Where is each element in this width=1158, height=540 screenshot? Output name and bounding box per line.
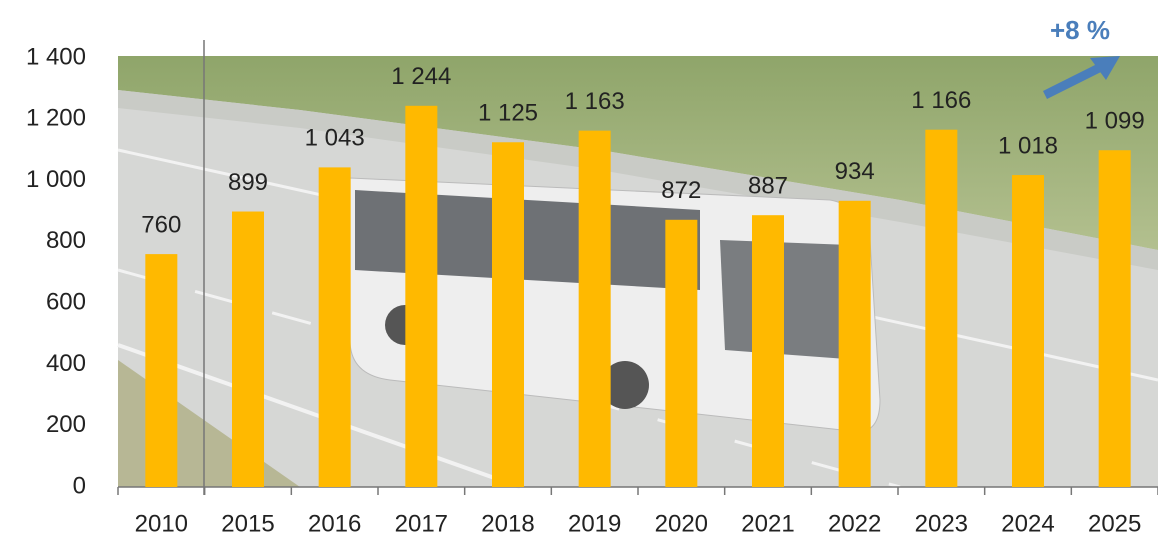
value-label: 934 <box>835 158 875 185</box>
value-label: 760 <box>141 211 181 238</box>
x-tick-label: 2018 <box>481 510 534 537</box>
bar <box>319 167 351 487</box>
x-tick-label: 2021 <box>741 510 794 537</box>
x-tick-label: 2020 <box>655 510 708 537</box>
y-tick-label: 1 200 <box>26 105 86 132</box>
x-tick-label: 2022 <box>828 510 881 537</box>
bar <box>665 220 697 487</box>
bar <box>492 142 524 487</box>
x-tick-label: 2010 <box>135 510 188 537</box>
x-tick-label: 2024 <box>1001 510 1054 537</box>
value-label: 1 018 <box>998 132 1058 159</box>
value-label: 1 244 <box>391 63 451 90</box>
y-tick-label: 1 000 <box>26 166 86 193</box>
value-label: 1 166 <box>911 87 971 114</box>
value-label: 887 <box>748 173 788 200</box>
x-tick-label: 2016 <box>308 510 361 537</box>
value-label: 872 <box>661 177 701 204</box>
value-label: 899 <box>228 169 268 196</box>
x-tick-label: 2015 <box>221 510 274 537</box>
background-photo <box>118 56 1158 487</box>
x-tick-label: 2023 <box>915 510 968 537</box>
y-tick-label: 0 <box>73 472 86 499</box>
value-label: 1 125 <box>478 100 538 127</box>
bar <box>925 130 957 487</box>
bar <box>232 212 264 487</box>
y-tick-label: 1 400 <box>26 43 86 70</box>
y-tick-label: 800 <box>46 227 86 254</box>
x-tick-label: 2017 <box>395 510 448 537</box>
value-label: 1 043 <box>305 125 365 152</box>
bar <box>1099 150 1131 487</box>
bar <box>405 106 437 487</box>
value-label: 1 099 <box>1085 108 1145 135</box>
value-label: 1 163 <box>565 88 625 115</box>
x-tick-label: 2019 <box>568 510 621 537</box>
y-tick-label: 200 <box>46 411 86 438</box>
y-tick-label: 600 <box>46 288 86 315</box>
chart: +8 % 0 200 400 600 800 1 000 1 200 1 400 2010 760… <box>0 0 1158 540</box>
x-tick-label: 2025 <box>1088 510 1141 537</box>
bar <box>145 254 177 487</box>
bar <box>752 215 784 487</box>
bar <box>579 131 611 487</box>
annotation: +8 % <box>1050 15 1110 45</box>
page: {"chart_data": {"type": "bar", "annotati… <box>0 0 1158 540</box>
bar <box>1012 175 1044 487</box>
bar <box>839 201 871 487</box>
y-tick-label: 400 <box>46 350 86 377</box>
